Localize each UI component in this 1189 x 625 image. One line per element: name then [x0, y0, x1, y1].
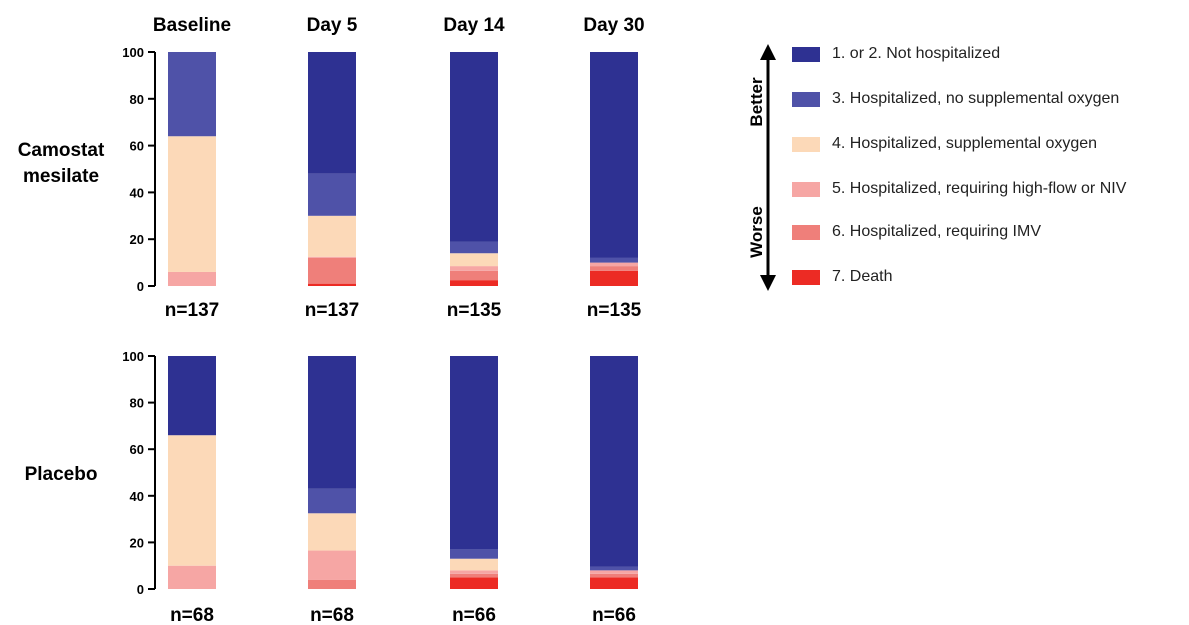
- legend-item-supplemental-oxygen: 4. Hospitalized, supplemental oxygen: [792, 133, 1097, 155]
- legend-label: 5. Hospitalized, requiring high-flow or …: [832, 180, 1127, 197]
- legend-label: 1. or 2. Not hospitalized: [832, 45, 1001, 62]
- bar-segment: [168, 136, 216, 272]
- bar-segment: [308, 215, 356, 257]
- bar-segment: [308, 257, 356, 284]
- legend-item-death: 7. Death: [792, 266, 892, 288]
- bar-segment: [450, 241, 498, 254]
- bar-segment: [450, 266, 498, 271]
- bar-segment: [590, 52, 638, 258]
- n-label: n=66: [452, 605, 496, 625]
- bar-segment: [590, 266, 638, 271]
- legend-item-not-hospitalized: 1. or 2. Not hospitalized: [792, 43, 1000, 65]
- bar-segment: [450, 577, 498, 589]
- bar-segment: [450, 270, 498, 281]
- worse-label: Worse: [747, 206, 766, 258]
- bar-segment: [308, 173, 356, 216]
- y-tick-label: 20: [130, 535, 144, 550]
- bar-segment: [450, 356, 498, 550]
- legend-swatch: [792, 181, 820, 197]
- row-label-camostat-line2: mesilate: [23, 166, 99, 187]
- bar-segment: [168, 356, 216, 436]
- bar-segment: [308, 52, 356, 174]
- bar-segment: [168, 435, 216, 566]
- legend-swatch: [792, 224, 820, 240]
- n-label: n=66: [592, 605, 636, 625]
- y-tick-label: 100: [122, 349, 144, 364]
- bar-segment: [308, 513, 356, 551]
- bar-segment: [168, 52, 216, 137]
- column-header-day30: Day 30: [583, 15, 644, 36]
- y-tick-label: 100: [122, 45, 144, 60]
- column-header-baseline: Baseline: [153, 15, 231, 36]
- bar-segment: [450, 280, 498, 286]
- row-label-camostat: Camostat mesilate: [18, 140, 105, 187]
- bar-segment: [168, 271, 216, 286]
- plot-layer: 0 20 40 60 80 100 n=137 n=137 n=135 n=135 0 20 40 60 8…: [122, 45, 641, 625]
- bar-segment: [590, 577, 638, 589]
- bar-segment: [308, 488, 356, 514]
- bar-segment: [450, 253, 498, 267]
- bar-segment: [450, 570, 498, 574]
- n-label: n=135: [447, 300, 502, 321]
- row-label-placebo: Placebo: [25, 464, 98, 485]
- legend-swatch: [792, 46, 820, 62]
- y-tick-label: 60: [130, 442, 144, 457]
- y-tick-label: 60: [130, 139, 144, 154]
- y-tick-label: 0: [137, 582, 144, 597]
- arrow-down-head: [760, 275, 776, 291]
- column-header-day14: Day 14: [443, 15, 505, 36]
- legend-label: 4. Hospitalized, supplemental oxygen: [832, 135, 1098, 152]
- bar-segment: [590, 566, 638, 571]
- bar-segment: [590, 573, 638, 578]
- y-tick-label: 20: [130, 232, 144, 247]
- legend-swatch: [792, 269, 820, 285]
- n-label: n=68: [310, 605, 354, 625]
- n-label: n=137: [305, 300, 359, 321]
- y-tick-label: 0: [137, 279, 144, 294]
- y-tick-label: 40: [130, 489, 144, 504]
- legend-item-high-flow-niv: 5. Hospitalized, requiring high-flow or …: [792, 178, 1126, 200]
- bar-segment: [450, 549, 498, 559]
- bar-segment: [308, 256, 356, 258]
- legend-label: 6. Hospitalized, requiring IMV: [832, 223, 1041, 240]
- bar-segment: [168, 565, 216, 589]
- row-label-camostat-line1: Camostat: [18, 140, 105, 161]
- legend-swatch: [792, 91, 820, 107]
- y-tick-label: 40: [130, 185, 144, 200]
- n-label: n=137: [165, 300, 219, 321]
- arrow-up-head: [760, 44, 776, 60]
- legend-label: 7. Death: [832, 268, 893, 285]
- bar-segment: [308, 283, 356, 286]
- y-tick-label: 80: [130, 396, 144, 411]
- bar-segment: [590, 356, 638, 567]
- bar-segment: [450, 52, 498, 242]
- legend-item-imv: 6. Hospitalized, requiring IMV: [792, 221, 1041, 243]
- better-worse-arrow: Better Worse: [747, 44, 776, 291]
- legend-label: 3. Hospitalized, no supplemental oxygen: [832, 90, 1120, 107]
- bar-segment: [590, 262, 638, 267]
- column-header-day5: Day 5: [307, 15, 358, 36]
- bar-segment: [590, 270, 638, 286]
- bar-segment: [590, 570, 638, 574]
- legend-item-no-oxygen: 3. Hospitalized, no supplemental oxygen: [792, 88, 1119, 110]
- legend-swatch: [792, 136, 820, 152]
- bar-segment: [450, 558, 498, 571]
- bar-segment: [308, 356, 356, 489]
- bar-segment: [308, 579, 356, 589]
- n-label: n=135: [587, 300, 642, 321]
- bar-segment: [450, 573, 498, 578]
- y-tick-label: 80: [130, 92, 144, 107]
- better-label: Better: [747, 77, 766, 127]
- bar-segment: [590, 257, 638, 263]
- n-label: n=68: [170, 605, 214, 625]
- bar-segment: [308, 550, 356, 580]
